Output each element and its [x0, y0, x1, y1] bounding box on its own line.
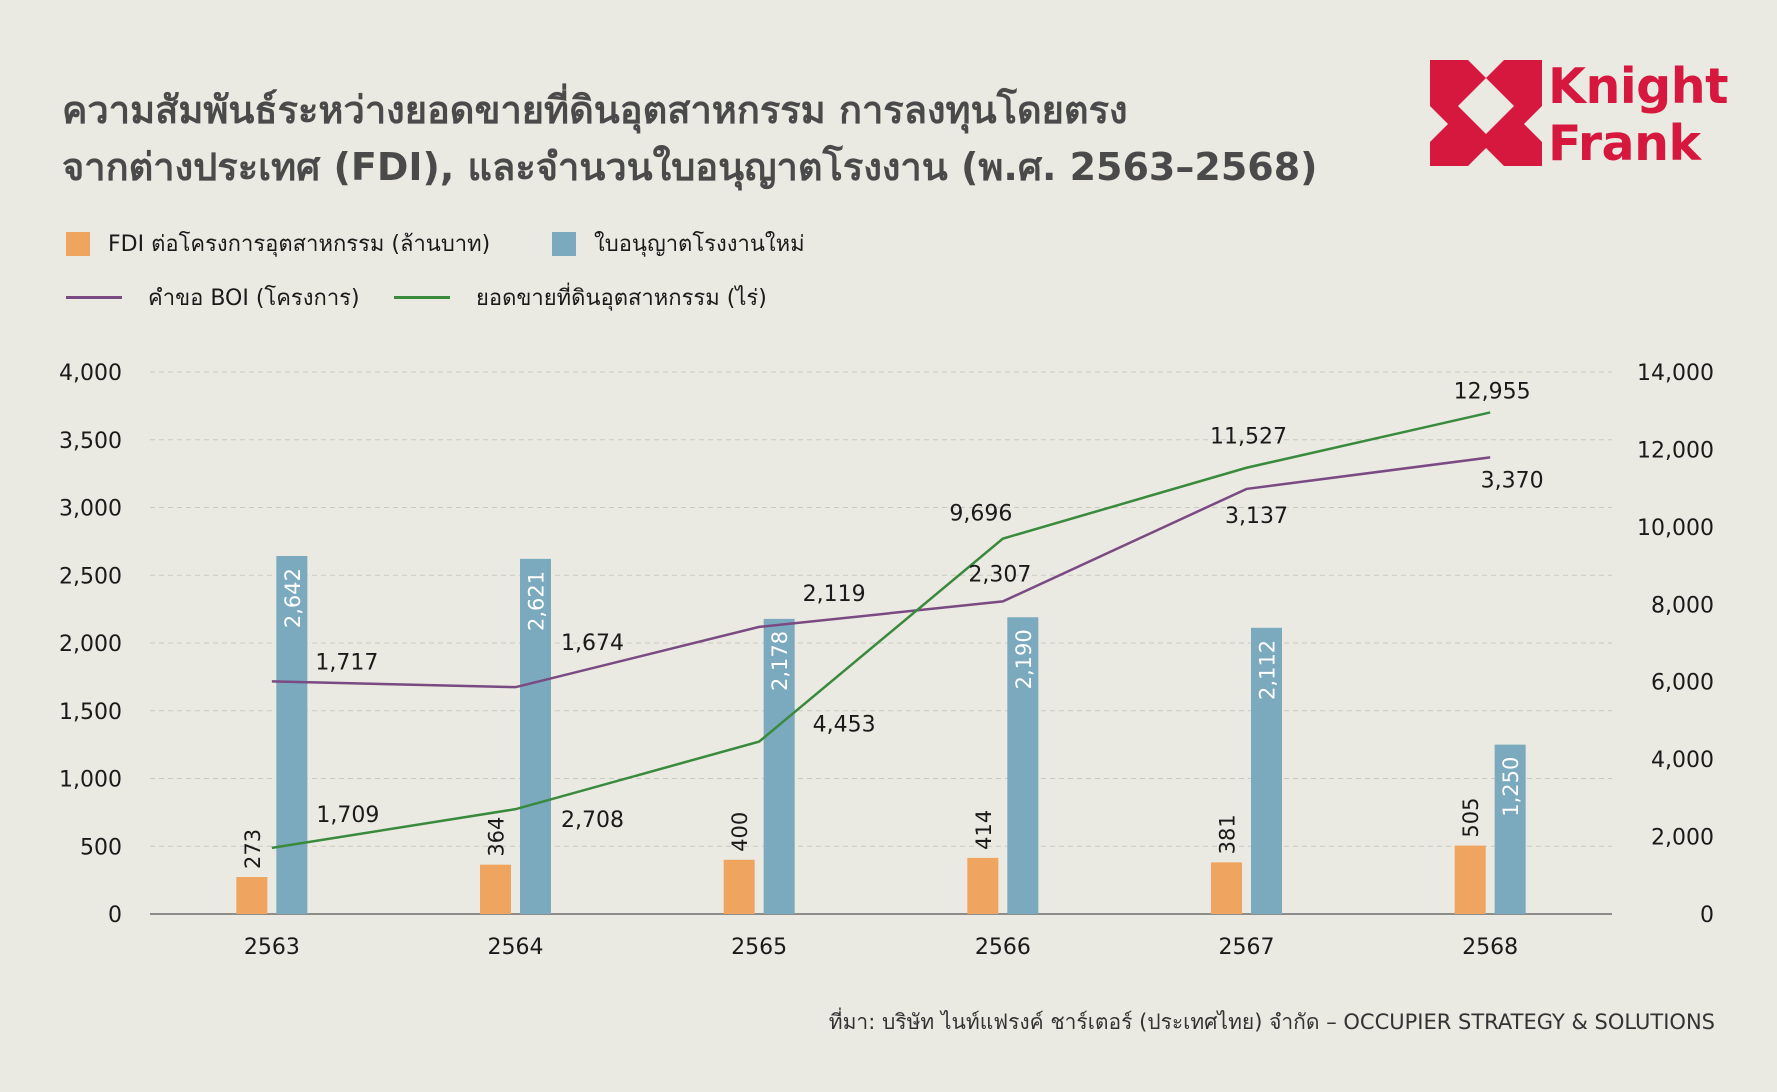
legend-item-permits: ใบอนุญาตโรงงานใหม่ [552, 226, 805, 261]
line-label-land: 11,527 [1210, 425, 1287, 450]
line-label-boi: 1,674 [561, 631, 624, 656]
bar-fdi [236, 877, 268, 914]
y-left-tick-label: 4,000 [59, 361, 122, 386]
y-right-tick-label: 6,000 [1651, 671, 1714, 696]
bar-label-permits: 2,190 [1012, 629, 1036, 689]
x-tick-label: 2567 [1219, 935, 1275, 960]
source-note: ที่มา: บริษัท ไนท์แฟรงค์ ชาร์เตอร์ (ประเ… [828, 1010, 1715, 1034]
bar-label-fdi: 273 [241, 829, 265, 869]
line-label-land: 9,696 [949, 502, 1012, 527]
legend-swatch-land [394, 296, 450, 299]
chart-title-line-2: จากต่างประเทศ (FDI), และจำนวนใบอนุญาตโรง… [62, 145, 1318, 189]
y-right-tick-label: 10,000 [1637, 516, 1714, 541]
bar-permits [1251, 627, 1282, 914]
y-left-tick-label: 2,500 [59, 564, 122, 589]
y-left-tick-label: 3,000 [59, 497, 122, 522]
bar-permits [276, 556, 308, 914]
legend-item-fdi: FDI ต่อโครงการอุตสาหกรรม (ล้านบาท) [66, 226, 490, 261]
line-land [271, 411, 1491, 850]
line-boi [271, 456, 1491, 689]
knight-frank-logo: Knight Frank [1430, 58, 1729, 172]
chart-title-line-1: ความสัมพันธ์ระหว่างยอดขายที่ดินอุตสาหกรร… [62, 88, 1128, 132]
x-tick-label: 2564 [488, 935, 544, 960]
y-right-tick-label: 14,000 [1637, 361, 1714, 386]
y-left-tick-label: 1,000 [59, 768, 122, 793]
line-label-boi: 2,307 [968, 562, 1031, 587]
bar-fdi [1454, 845, 1486, 914]
y-left-tick-label: 0 [108, 903, 122, 928]
line-label-boi: 1,717 [315, 650, 378, 675]
legend-swatch-fdi [66, 231, 90, 256]
x-tick-label: 2568 [1462, 935, 1518, 960]
legend-item-land: ยอดขายที่ดินอุตสาหกรรม (ไร่) [394, 280, 767, 315]
bar-fdi [1211, 862, 1242, 914]
line-label-land: 1,709 [316, 803, 379, 828]
legend-swatch-boi [66, 296, 122, 299]
y-right-tick-label: 8,000 [1651, 593, 1714, 618]
y-left-tick-label: 500 [80, 835, 122, 860]
logo-word-frank: Frank [1548, 115, 1701, 172]
bar-label-permits: 2,178 [768, 631, 792, 691]
y-right-tick-label: 2,000 [1651, 826, 1714, 851]
legend-label-fdi: FDI ต่อโครงการอุตสาหกรรม (ล้านบาท) [108, 232, 491, 257]
bar-permits [1494, 744, 1526, 914]
line-label-land: 2,708 [561, 808, 624, 833]
x-tick-label: 2566 [975, 935, 1031, 960]
bar-label-fdi: 400 [728, 812, 752, 852]
y-left-tick-label: 2,000 [59, 632, 122, 657]
y-right-tick-label: 4,000 [1651, 748, 1714, 773]
bar-label-permits: 1,250 [1499, 757, 1523, 817]
legend-label-land: ยอดขายที่ดินอุตสาหกรรม (ไร่) [476, 286, 767, 311]
legend-label-permits: ใบอนุญาตโรงงานใหม่ [594, 232, 805, 257]
y-right-tick-label: 0 [1700, 903, 1714, 928]
bar-permits [763, 618, 795, 914]
x-tick-label: 2563 [244, 935, 300, 960]
knight-frank-logo-mark [1430, 60, 1542, 166]
line-label-boi: 3,137 [1225, 504, 1288, 529]
bar-permits [520, 558, 551, 914]
line-label-boi: 3,370 [1481, 468, 1544, 493]
bar-label-permits: 2,112 [1256, 640, 1280, 700]
bar-fdi [723, 859, 755, 914]
bar-label-fdi: 364 [485, 817, 509, 857]
line-label-land: 12,955 [1454, 379, 1531, 404]
combo-chart: 0 500 1,000 1,500 2,000 2,500 3,000 3,500 4,000 0… [59, 361, 1714, 960]
bar-fdi [967, 857, 999, 914]
y-right-tick-label: 12,000 [1637, 438, 1714, 463]
bar-permits [1007, 617, 1039, 914]
bar-label-permits: 2,621 [525, 571, 549, 631]
y-left-tick-label: 3,500 [59, 429, 122, 454]
bar-fdi [480, 864, 511, 914]
logo-word-knight: Knight [1548, 58, 1729, 115]
bar-label-fdi: 381 [1216, 814, 1240, 854]
line-label-boi: 2,119 [803, 582, 866, 607]
knight-frank-wordmark: Knight Frank [1548, 58, 1729, 172]
y-left-tick-label: 1,500 [59, 700, 122, 725]
legend-label-boi: คำขอ BOI (โครงการ) [148, 286, 360, 311]
legend-item-boi: คำขอ BOI (โครงการ) [66, 280, 360, 315]
x-tick-label: 2565 [731, 935, 787, 960]
bar-label-fdi: 414 [972, 810, 996, 850]
bar-label-fdi: 505 [1459, 797, 1483, 837]
legend-swatch-permits [552, 231, 576, 256]
bar-label-permits: 2,642 [281, 568, 305, 628]
line-label-land: 4,453 [813, 713, 876, 738]
chart-title: ความสัมพันธ์ระหว่างยอดขายที่ดินอุตสาหกรร… [62, 82, 1402, 196]
